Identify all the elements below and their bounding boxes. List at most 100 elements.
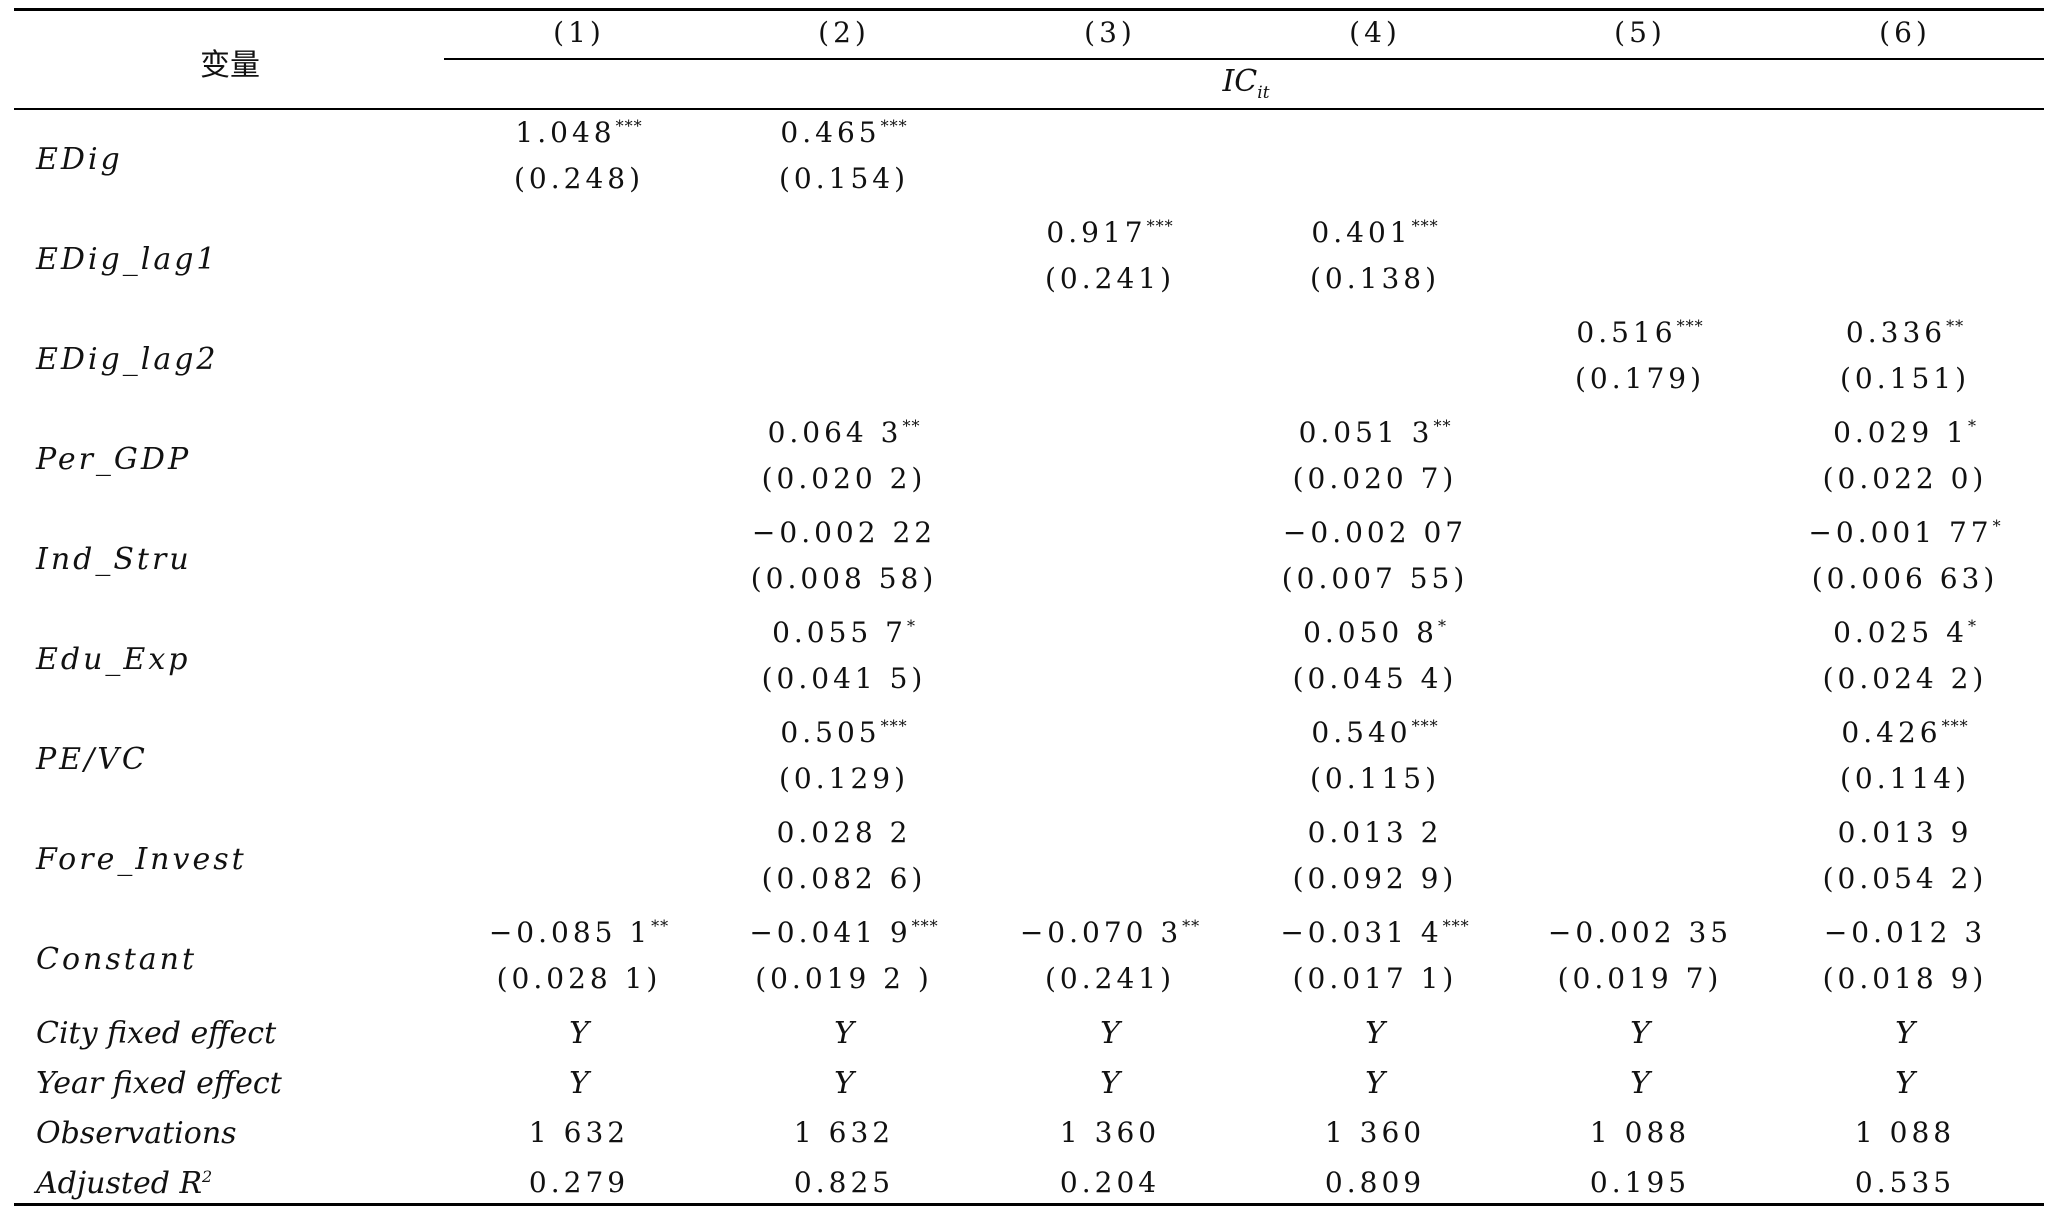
significance-stars: *** xyxy=(880,716,908,736)
row-label: EDig_lag2 xyxy=(36,342,219,377)
coefficient-cell: 0.516*** xyxy=(1576,316,1704,349)
footer-value-cell: 1 360 xyxy=(1324,1116,1426,1149)
row-label: EDig_lag1 xyxy=(36,242,219,277)
column-number: (2) xyxy=(818,16,870,49)
coefficient-cell: 0.013 2 xyxy=(1307,816,1443,849)
standard-error-cell: (0.007 55) xyxy=(1281,562,1469,595)
coefficient-cell: 0.013 9 xyxy=(1837,816,1973,849)
coefficient-cell: −0.041 9*** xyxy=(749,916,939,949)
footer-value-cell: Y xyxy=(1365,1016,1385,1051)
coefficient-cell: −0.002 07 xyxy=(1282,516,1468,549)
standard-error-cell: (0.129) xyxy=(778,762,910,795)
standard-error-cell: (0.151) xyxy=(1839,362,1971,395)
coefficient-cell: 0.064 3** xyxy=(767,416,921,449)
coefficient-cell: 0.028 2 xyxy=(776,816,912,849)
column-number: (5) xyxy=(1614,16,1666,49)
standard-error-cell: (0.020 2) xyxy=(761,462,927,495)
footer-value-cell: Y xyxy=(569,1066,589,1101)
footer-value-cell: Y xyxy=(1365,1066,1385,1101)
significance-stars: *** xyxy=(1146,216,1174,236)
footer-value-cell: 1 632 xyxy=(793,1116,895,1149)
footer-row-label: City fixed effect xyxy=(36,1016,277,1051)
footer-value-cell: 0.535 xyxy=(1854,1166,1956,1199)
coefficient-cell: 0.426*** xyxy=(1841,716,1969,749)
table-top-rule xyxy=(14,8,2044,11)
coefficient-cell: 0.505*** xyxy=(780,716,908,749)
footer-value-cell: 0.825 xyxy=(793,1166,895,1199)
footer-value-cell: 1 632 xyxy=(528,1116,630,1149)
standard-error-cell: (0.138) xyxy=(1309,262,1441,295)
standard-error-cell: (0.115) xyxy=(1309,762,1441,795)
standard-error-cell: (0.248) xyxy=(513,162,645,195)
variable-header: 变量 xyxy=(200,48,260,83)
significance-stars: *** xyxy=(1411,716,1439,736)
significance-stars: *** xyxy=(1411,216,1439,236)
coefficient-cell: 0.025 4* xyxy=(1833,616,1977,649)
footer-value-cell: Y xyxy=(1895,1066,1915,1101)
standard-error-cell: (0.054 2) xyxy=(1822,862,1988,895)
footer-value-cell: Y xyxy=(1630,1016,1650,1051)
significance-stars: *** xyxy=(1676,316,1704,336)
significance-stars: *** xyxy=(615,116,643,136)
row-label: Constant xyxy=(36,942,198,977)
significance-stars: ** xyxy=(1433,416,1452,436)
coefficient-cell: −0.002 22 xyxy=(751,516,937,549)
column-number: (3) xyxy=(1084,16,1136,49)
footer-value-cell: Y xyxy=(834,1066,854,1101)
table-bottom-rule xyxy=(14,1203,2044,1206)
coefficient-cell: 0.465*** xyxy=(780,116,908,149)
footer-value-cell: 0.809 xyxy=(1324,1166,1426,1199)
coefficient-cell: 0.917*** xyxy=(1046,216,1174,249)
significance-stars: * xyxy=(1437,616,1447,636)
row-label: Per_GDP xyxy=(36,442,192,477)
row-label: Ind_Stru xyxy=(36,542,192,577)
significance-stars: ** xyxy=(902,416,921,436)
standard-error-cell: (0.241) xyxy=(1044,262,1176,295)
significance-stars: ** xyxy=(1182,916,1201,936)
column-number: (4) xyxy=(1349,16,1401,49)
significance-stars: * xyxy=(1967,416,1977,436)
significance-stars: ** xyxy=(1946,316,1965,336)
standard-error-cell: (0.045 4) xyxy=(1292,662,1458,695)
row-label: Edu_Exp xyxy=(36,642,191,677)
standard-error-cell: (0.018 9) xyxy=(1822,962,1988,995)
footer-value-cell: 0.279 xyxy=(528,1166,630,1199)
footer-value-cell: Y xyxy=(1895,1016,1915,1051)
footer-value-cell: Y xyxy=(1100,1066,1120,1101)
standard-error-cell: (0.114) xyxy=(1839,762,1971,795)
standard-error-cell: (0.017 1) xyxy=(1292,962,1458,995)
standard-error-cell: (0.092 9) xyxy=(1292,862,1458,895)
standard-error-cell: (0.006 63) xyxy=(1811,562,1999,595)
significance-stars: * xyxy=(906,616,916,636)
significance-stars: *** xyxy=(880,116,908,136)
coefficient-cell: 0.050 8* xyxy=(1303,616,1447,649)
significance-stars: * xyxy=(1967,616,1977,636)
coefficient-cell: 0.540*** xyxy=(1311,716,1439,749)
coefficient-cell: 0.051 3** xyxy=(1298,416,1452,449)
standard-error-cell: (0.022 0) xyxy=(1822,462,1988,495)
footer-value-cell: Y xyxy=(569,1016,589,1051)
header-sub-rule xyxy=(444,58,2044,60)
footer-row-label: Observations xyxy=(36,1116,237,1151)
footer-value-cell: 1 088 xyxy=(1589,1116,1691,1149)
coefficient-cell: 0.336** xyxy=(1845,316,1965,349)
column-number: (6) xyxy=(1879,16,1931,49)
standard-error-cell: (0.028 1) xyxy=(496,962,662,995)
standard-error-cell: (0.008 58) xyxy=(750,562,938,595)
significance-stars: *** xyxy=(1941,716,1969,736)
coefficient-cell: −0.085 1** xyxy=(488,916,670,949)
row-label: Fore_Invest xyxy=(36,842,247,877)
coefficient-cell: 0.055 7* xyxy=(772,616,916,649)
standard-error-cell: (0.082 6) xyxy=(761,862,927,895)
footer-value-cell: 0.204 xyxy=(1059,1166,1161,1199)
header-bottom-rule xyxy=(14,108,2044,110)
footer-value-cell: 1 360 xyxy=(1059,1116,1161,1149)
standard-error-cell: (0.024 2) xyxy=(1822,662,1988,695)
standard-error-cell: (0.154) xyxy=(778,162,910,195)
significance-stars: ** xyxy=(651,916,670,936)
coefficient-cell: −0.002 35 xyxy=(1547,916,1733,949)
standard-error-cell: (0.019 7) xyxy=(1557,962,1723,995)
dependent-variable-header: ICit xyxy=(1222,64,1270,103)
footer-value-cell: 1 088 xyxy=(1854,1116,1956,1149)
footer-value-cell: Y xyxy=(1100,1016,1120,1051)
